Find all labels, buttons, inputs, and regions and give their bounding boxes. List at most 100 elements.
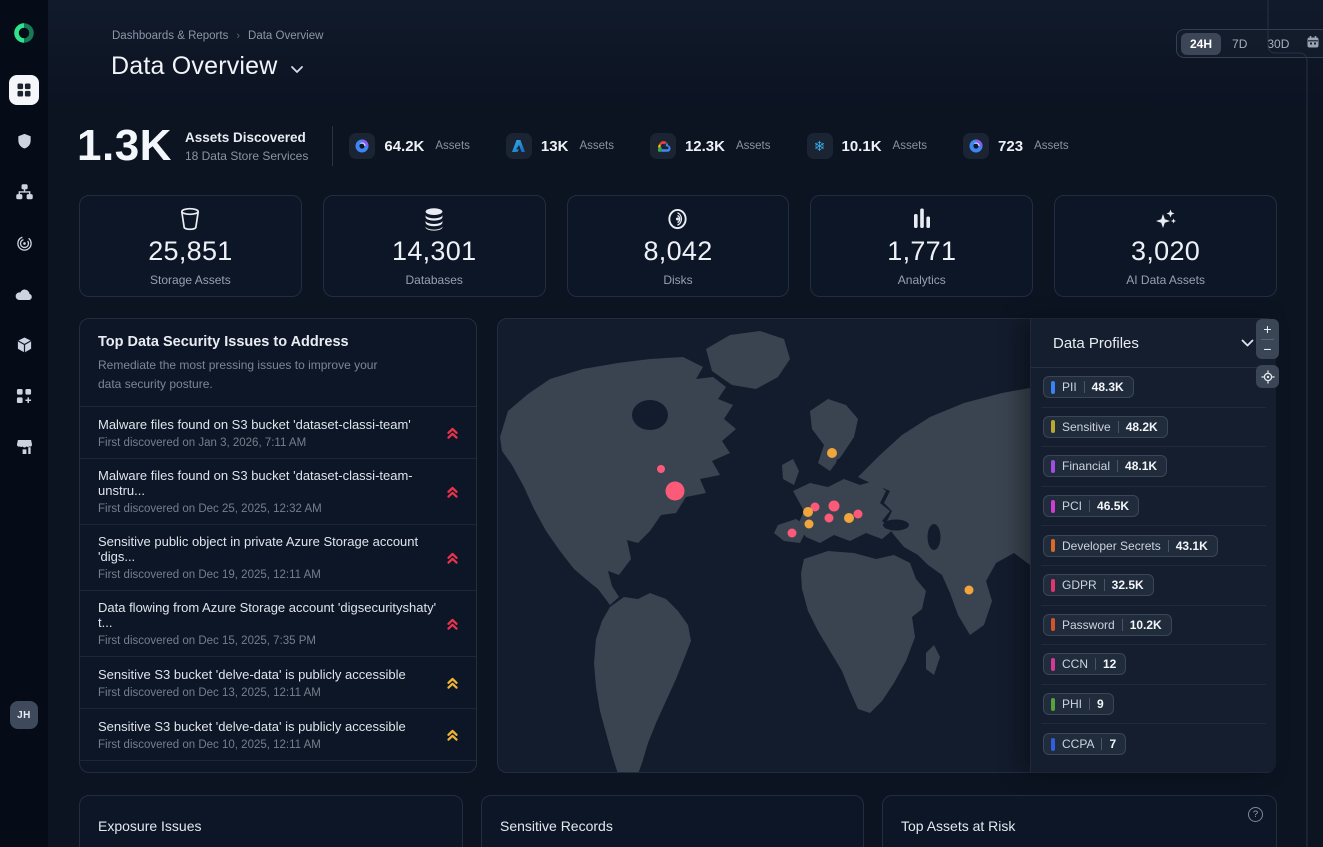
sidebar-item-marketplace[interactable] (9, 432, 39, 462)
time-range-30d[interactable]: 30D (1258, 33, 1298, 55)
divider (1089, 698, 1090, 710)
data-profile-tag-ccpa[interactable]: CCPA7 (1043, 733, 1126, 755)
page-title: Data Overview (111, 52, 278, 81)
cloud-circle-icon (963, 133, 989, 159)
provider-asset-unit: Assets (435, 140, 470, 152)
map-marker-yellow[interactable] (965, 586, 974, 595)
breadcrumb-data-overview[interactable]: Data Overview (248, 30, 323, 42)
divider (1104, 579, 1105, 591)
data-profile-tag-phi[interactable]: PHI9 (1043, 693, 1114, 715)
data-profile-row: Sensitive48.2K (1041, 408, 1266, 448)
data-profiles-title: Data Profiles (1053, 335, 1139, 352)
stat-card-storage-assets[interactable]: 25,851Storage Assets (79, 195, 302, 297)
map-marker-yellow[interactable] (827, 448, 837, 458)
data-profile-row: CCN12 (1041, 645, 1266, 685)
issues-title: Top Data Security Issues to Address (98, 334, 458, 350)
tag-color-bar (1051, 539, 1055, 552)
stat-card-analytics[interactable]: 1,771Analytics (810, 195, 1033, 297)
map-marker-pink[interactable] (829, 501, 840, 512)
time-range-24h[interactable]: 24H (1181, 33, 1221, 55)
provider-asset-unit: Assets (736, 140, 771, 152)
time-range-selector: 24H 7D 30D (1176, 29, 1323, 58)
issue-row[interactable]: Data flowing from Azure Storage account … (80, 591, 476, 657)
tag-label: GDPR (1062, 578, 1097, 592)
tag-count: 12 (1103, 657, 1116, 671)
tag-count: 10.2K (1130, 618, 1162, 632)
provider-asset-counts: 64.2KAssets13KAssets12.3KAssets❄10.1KAss… (349, 133, 1068, 159)
provider-asset-count: 723 (998, 138, 1023, 155)
map-locate-button[interactable] (1256, 365, 1279, 388)
stat-value: 8,042 (643, 236, 712, 267)
sidebar-item-integrations[interactable] (9, 381, 39, 411)
sidebar-nav (9, 75, 39, 462)
sidebar-item-security[interactable] (9, 126, 39, 156)
map-marker-pink[interactable] (666, 482, 685, 501)
stat-label: Storage Assets (150, 273, 231, 287)
tag-count: 7 (1109, 737, 1116, 751)
map-zoom-in-button[interactable]: + (1263, 321, 1271, 337)
issue-row[interactable]: Malware files found on S3 bucket 'datase… (80, 407, 476, 459)
tag-label: PII (1062, 380, 1077, 394)
issue-row[interactable]: Sensitive S3 bucket 'delve-data' is publ… (80, 709, 476, 761)
map-marker-pink[interactable] (825, 514, 834, 523)
data-profile-tag-password[interactable]: Password10.2K (1043, 614, 1172, 636)
sidebar-item-cloud[interactable] (9, 279, 39, 309)
calendar-icon[interactable] (1300, 33, 1323, 54)
tag-color-bar (1051, 698, 1055, 711)
divider (1095, 658, 1096, 670)
app-logo-icon[interactable] (13, 22, 35, 49)
data-profile-tag-ccn[interactable]: CCN12 (1043, 653, 1126, 675)
stat-card-ai-data-assets[interactable]: 3,020AI Data Assets (1054, 195, 1277, 297)
sidebar-item-dashboards[interactable] (9, 75, 39, 105)
data-profiles-panel: Data Profiles PII48.3K Sensitive48.2K Fina… (1030, 319, 1276, 772)
data-profile-tag-gdpr[interactable]: GDPR32.5K (1043, 574, 1154, 596)
data-profile-tag-sensitive[interactable]: Sensitive48.2K (1043, 416, 1168, 438)
profiles-chevron-down-icon[interactable] (1241, 334, 1254, 352)
sidebar-item-detection[interactable] (9, 228, 39, 258)
sidebar-item-topology[interactable] (9, 177, 39, 207)
provider-asset-unit: Assets (579, 140, 614, 152)
stat-card-disks[interactable]: 8,042Disks (567, 195, 790, 297)
provider-asset-count: 13K (541, 138, 569, 155)
issue-title: Sensitive public object in private Azure… (98, 534, 445, 564)
map-marker-pink[interactable] (854, 510, 863, 519)
azure-icon (506, 133, 532, 159)
google-cloud-icon (650, 133, 676, 159)
data-profile-tag-pci[interactable]: PCI46.5K (1043, 495, 1139, 517)
divider (1118, 421, 1119, 433)
tag-color-bar (1051, 618, 1055, 631)
sidebar-item-assets[interactable] (9, 330, 39, 360)
data-profile-tag-pii[interactable]: PII48.3K (1043, 376, 1134, 398)
issue-discovered-date: First discovered on Jan 3, 2026, 7:11 AM (98, 437, 411, 449)
issue-row[interactable]: Sensitive S3 bucket 'delve-data' is publ… (80, 657, 476, 709)
stat-label: Databases (406, 273, 463, 287)
provider-asset-count: 64.2K (384, 138, 424, 155)
stat-card-databases[interactable]: 14,301Databases (323, 195, 546, 297)
provider-asset-count: 12.3K (685, 138, 725, 155)
issue-row[interactable]: Sensitive public object in private Azure… (80, 525, 476, 591)
map-zoom-out-button[interactable]: − (1263, 341, 1271, 357)
map-marker-yellow[interactable] (805, 520, 814, 529)
issue-row[interactable]: Malware files found on S3 bucket 'datase… (80, 459, 476, 525)
ai-sparkles-icon (1154, 206, 1178, 232)
divider (1122, 619, 1123, 631)
tag-label: Developer Secrets (1062, 539, 1161, 553)
title-chevron-down-icon[interactable] (290, 61, 304, 79)
cube-icon (16, 336, 33, 354)
divider (332, 126, 333, 166)
provider-asset-unit: Assets (1034, 140, 1069, 152)
data-profile-tag-financial[interactable]: Financial48.1K (1043, 455, 1167, 477)
map-marker-yellow[interactable] (803, 507, 813, 517)
avatar[interactable]: JH (10, 701, 38, 729)
time-range-7d[interactable]: 7D (1223, 33, 1256, 55)
map-marker-yellow[interactable] (844, 513, 854, 523)
snowflake-icon: ❄ (807, 133, 833, 159)
data-profile-tag-developer-secrets[interactable]: Developer Secrets43.1K (1043, 535, 1218, 557)
help-icon[interactable]: ? (1248, 807, 1263, 822)
tag-label: Financial (1062, 459, 1110, 473)
map-marker-pink[interactable] (657, 465, 665, 473)
map-marker-pink[interactable] (788, 529, 797, 538)
storefront-icon (16, 439, 33, 455)
breadcrumb-dashboards-reports[interactable]: Dashboards & Reports (112, 30, 228, 42)
stat-label: Analytics (898, 273, 946, 287)
